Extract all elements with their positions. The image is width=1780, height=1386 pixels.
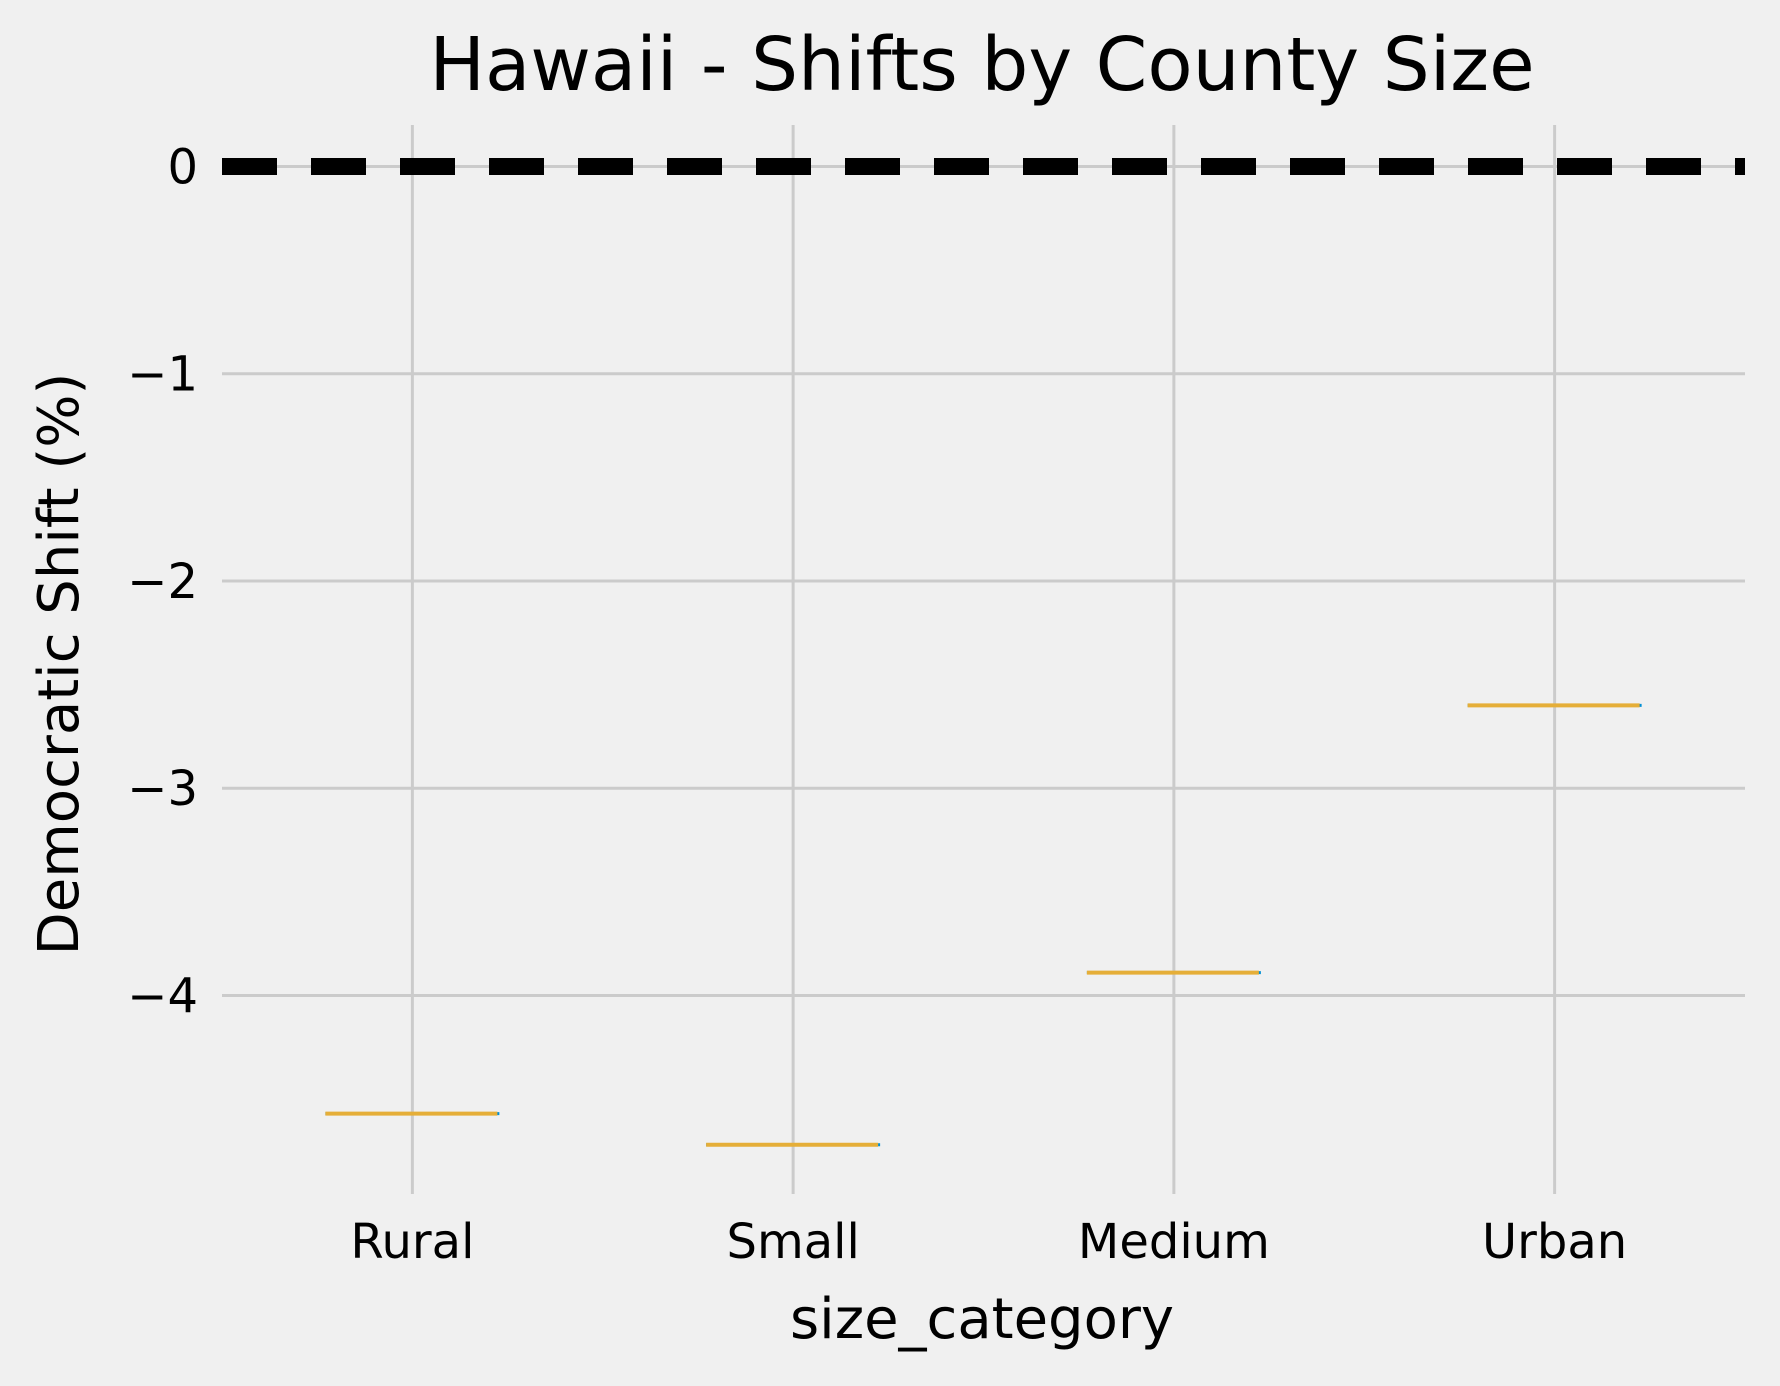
y-tick-label: −4 — [127, 968, 198, 1024]
grid — [222, 125, 1745, 1194]
x-tick-labels: Rural Small Medium Urban — [350, 1214, 1627, 1270]
x-tick-label: Medium — [1078, 1214, 1270, 1270]
y-tick-label: 0 — [167, 139, 198, 195]
x-axis-label: size_category — [790, 1287, 1174, 1352]
y-tick-label: −2 — [127, 554, 198, 610]
x-tick-label: Small — [726, 1214, 859, 1270]
y-tick-label: −1 — [127, 347, 198, 403]
box-marks — [325, 703, 1642, 1147]
chart-title: Hawaii - Shifts by County Size — [429, 22, 1534, 108]
y-tick-labels: 0 −1 −2 −3 −4 — [127, 139, 198, 1024]
y-tick-label: −3 — [127, 761, 198, 817]
x-tick-label: Urban — [1482, 1214, 1627, 1270]
x-tick-label: Rural — [350, 1214, 474, 1270]
y-axis-label: Democratic Shift (%) — [27, 373, 92, 956]
